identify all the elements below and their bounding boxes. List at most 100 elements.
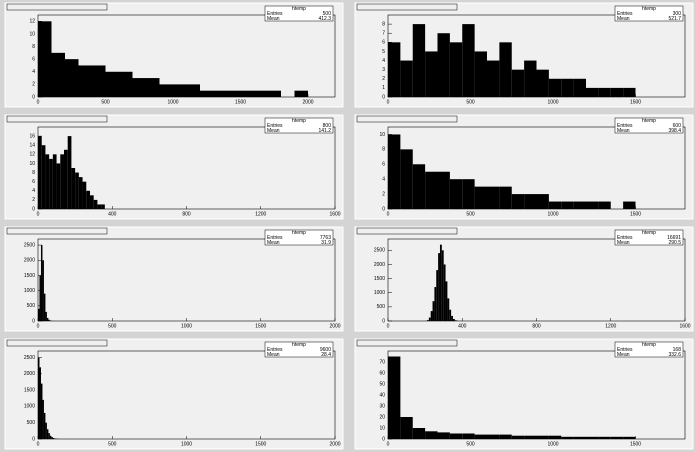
y-tick-label: 2000 — [374, 262, 385, 268]
bar — [46, 317, 49, 321]
bar — [40, 245, 43, 321]
stats-value: 31.9 — [321, 240, 331, 246]
bar — [400, 149, 413, 209]
bar — [511, 69, 525, 97]
x-tick-label: 1500 — [630, 441, 641, 447]
bar — [213, 90, 227, 97]
bar — [610, 436, 624, 439]
bar — [425, 431, 438, 439]
bar — [65, 59, 79, 97]
bar — [43, 293, 46, 321]
bar — [548, 78, 562, 97]
stats-label: Mean — [617, 16, 630, 22]
bar — [39, 275, 41, 321]
bar — [388, 356, 401, 439]
bar — [38, 308, 40, 321]
bar — [63, 149, 68, 209]
bar — [159, 84, 173, 97]
x-tick-label: 2000 — [302, 99, 313, 105]
stats-value: 500 — [323, 11, 332, 17]
bar — [49, 158, 53, 209]
x-tick-label: 400 — [458, 323, 467, 329]
x-tick-label: 1600 — [679, 323, 690, 329]
x-tick-label: 1200 — [255, 211, 266, 217]
bar — [45, 154, 50, 209]
bar — [48, 433, 50, 439]
x-tick-label: 1500 — [255, 323, 266, 329]
stats-label: Mean — [617, 352, 630, 358]
bar — [536, 435, 549, 439]
bar — [38, 357, 40, 439]
bar — [536, 69, 549, 97]
stats-box — [264, 229, 334, 246]
stats-value: 300 — [673, 11, 682, 17]
y-tick-label: 500 — [27, 303, 36, 309]
bar — [524, 60, 537, 97]
y-tick-label: 14 — [29, 143, 35, 149]
y-tick-label: 20 — [379, 414, 385, 420]
stats-value: 9600 — [320, 347, 331, 353]
bar — [434, 287, 437, 321]
bar — [43, 412, 46, 439]
bar — [400, 60, 413, 97]
bar — [267, 90, 281, 97]
stats-value: 16691 — [667, 235, 681, 241]
bar — [388, 42, 401, 97]
bar — [524, 435, 537, 439]
y-tick-label: 16 — [29, 133, 35, 139]
stats-name: htemp — [642, 230, 656, 236]
bar — [548, 435, 562, 439]
y-tick-label: 8 — [382, 21, 385, 27]
bar — [97, 204, 102, 209]
y-tick-label: 1500 — [24, 387, 35, 393]
bar — [598, 436, 611, 439]
stats-value: 398.4 — [668, 128, 681, 134]
bar — [40, 383, 43, 439]
bar — [78, 177, 83, 209]
stats-value: 332.6 — [668, 352, 681, 358]
x-tick-label: 0 — [37, 323, 40, 329]
stats-value: 521.7 — [668, 16, 681, 22]
bar — [430, 311, 433, 321]
x-tick-label: 1000 — [181, 323, 192, 329]
y-tick-label: 40 — [379, 392, 385, 398]
stats-value: 600 — [673, 123, 682, 129]
bar — [561, 78, 574, 97]
bar — [436, 270, 439, 321]
y-tick-label: 8 — [382, 147, 385, 153]
bar — [437, 33, 450, 97]
y-tick-label: 2 — [32, 197, 35, 203]
y-tick-label: 1500 — [374, 276, 385, 282]
bar — [598, 87, 611, 97]
y-tick-label: 6 — [32, 56, 35, 62]
bar — [254, 90, 268, 97]
frame — [387, 350, 686, 440]
bar — [623, 436, 636, 439]
y-tick-label: 1000 — [24, 404, 35, 410]
bar — [52, 154, 57, 209]
bar — [93, 199, 98, 209]
bar — [445, 281, 448, 321]
x-tick-label: 400 — [108, 211, 117, 217]
x-tick-label: 0 — [37, 211, 40, 217]
stats-box — [264, 117, 334, 134]
x-tick-label: 1500 — [255, 441, 266, 447]
bar — [38, 136, 42, 209]
x-tick-label: 800 — [532, 323, 541, 329]
y-tick-label: 8 — [32, 44, 35, 50]
x-tick-label: 1000 — [181, 441, 192, 447]
bar — [462, 433, 475, 439]
bar — [573, 78, 586, 97]
bar — [437, 171, 450, 209]
bar — [45, 311, 47, 321]
stats-box — [614, 117, 684, 134]
bar — [511, 435, 525, 439]
x-tick-label: 0 — [387, 441, 390, 447]
stats-box — [264, 5, 334, 22]
y-tick-label: 3 — [382, 67, 385, 73]
y-tick-label: 0 — [32, 436, 35, 442]
title-box — [356, 339, 458, 347]
bar — [432, 301, 435, 321]
y-tick-label: 0 — [382, 94, 385, 100]
y-tick-label: 30 — [379, 403, 385, 409]
